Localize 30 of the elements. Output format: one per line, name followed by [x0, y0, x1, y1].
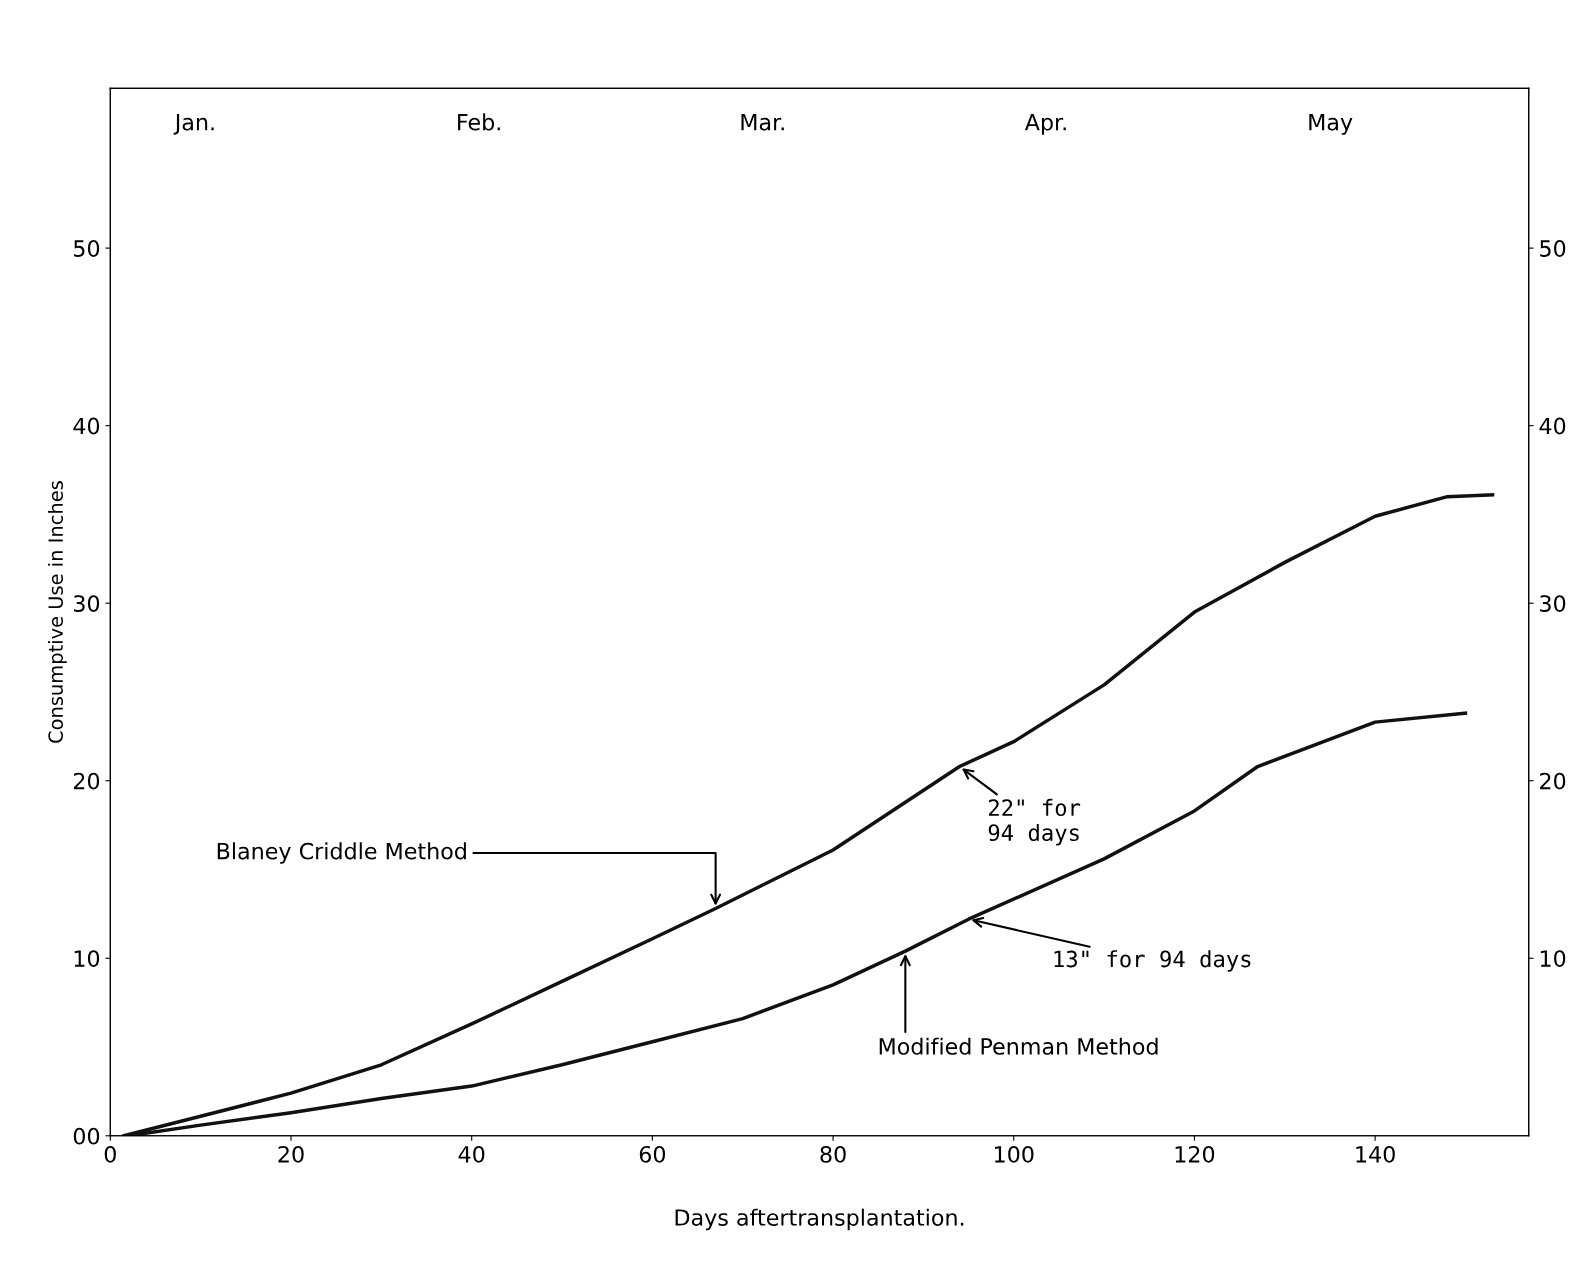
y-tick-label: 50 [74, 240, 100, 257]
annotation: Apr. [1024, 114, 1066, 135]
x-tick-label: 140 [1356, 1145, 1395, 1163]
annotation: Blaney Criddle Method [217, 842, 466, 864]
x-axis-title: Days aftertransplantation. [675, 1208, 964, 1231]
y2-tick-label: 30 [1540, 595, 1566, 612]
y2-tick-label: 50 [1540, 240, 1566, 257]
x-tick-label: 60 [639, 1145, 666, 1163]
x-tick-label: 80 [820, 1145, 846, 1163]
x-tick-label: 40 [458, 1145, 485, 1163]
y2-tick-label: 40 [1539, 417, 1566, 435]
annotation: Feb. [458, 113, 500, 131]
annotation: 22" for 94 days [988, 798, 1081, 846]
x-tick-label: 20 [278, 1145, 304, 1163]
x-tick-label: 120 [1175, 1145, 1215, 1163]
y-tick-label: 20 [73, 772, 100, 790]
y2-tick-label: 10 [1540, 950, 1566, 968]
y2-tick-label: 20 [1540, 772, 1566, 790]
annotation: 13" for 94 days [1054, 950, 1251, 972]
y-tick-label: 10 [74, 950, 100, 968]
x-tick-label: 0 [104, 1145, 116, 1163]
y-tick-label: 40 [73, 417, 100, 435]
annotation: Mar. [741, 114, 784, 131]
y-axis-title: Consumptive Use in Inches [47, 481, 67, 743]
annotation: May [1309, 114, 1353, 135]
annotation: Jan. [173, 114, 214, 135]
y-tick-label: 00 [73, 1127, 100, 1145]
y-tick-label: 30 [74, 595, 100, 612]
annotation: Modified Penman Method [879, 1037, 1158, 1055]
x-tick-label: 100 [994, 1145, 1034, 1163]
